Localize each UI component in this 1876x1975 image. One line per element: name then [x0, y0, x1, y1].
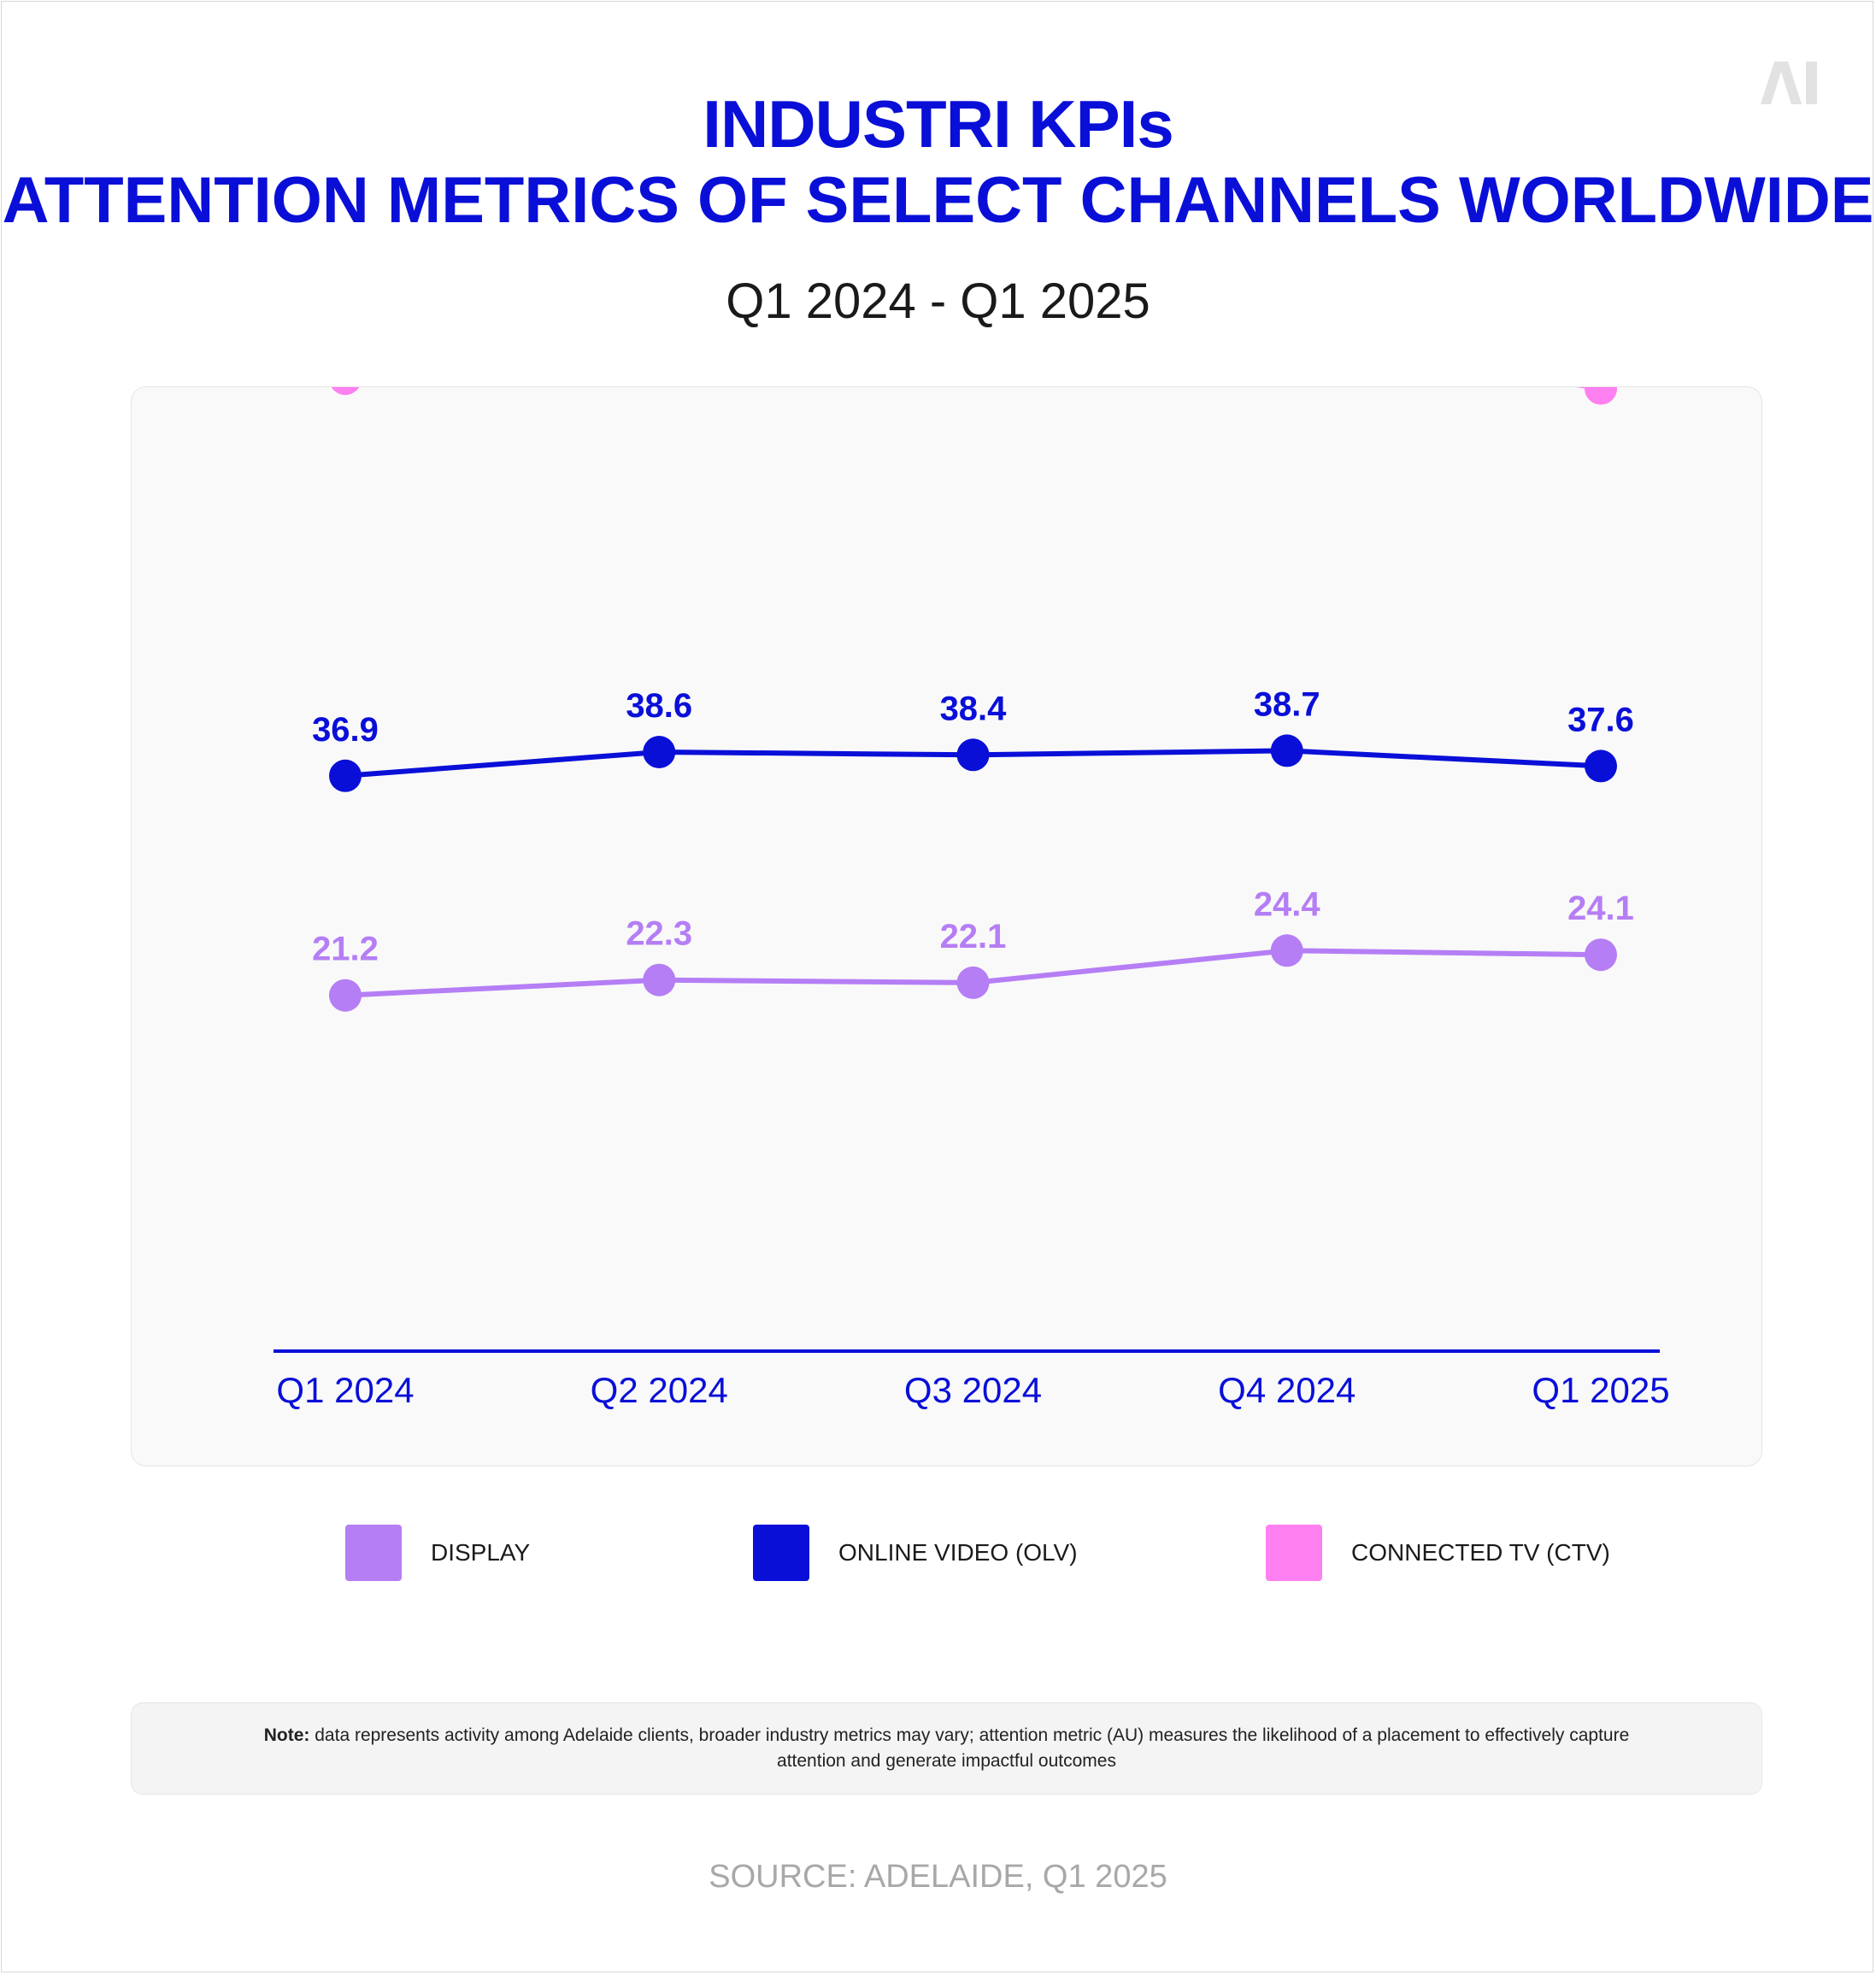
data-point	[956, 966, 990, 999]
legend-swatch-olv	[753, 1525, 809, 1581]
note-text-wrapper: Note: data represents activity among Ade…	[251, 1723, 1642, 1774]
data-point	[1585, 938, 1617, 972]
legend-label-olv: ONLINE VIDEO (OLV)	[838, 1539, 1078, 1566]
data-point	[1270, 934, 1303, 967]
x-tick-label: Q1 2024	[276, 1370, 414, 1410]
data-point	[1585, 749, 1617, 783]
data-label: 24.4	[1254, 885, 1321, 923]
legend-label-display: DISPLAY	[431, 1539, 531, 1566]
data-point	[1270, 734, 1303, 767]
legend-item-olv: ONLINE VIDEO (OLV)	[753, 1525, 1078, 1581]
data-label: 22.1	[940, 918, 1007, 955]
x-tick-label: Q2 2024	[591, 1370, 728, 1410]
legend-swatch-display	[345, 1525, 402, 1581]
data-point	[643, 963, 676, 996]
data-point	[956, 738, 990, 772]
page-title: INDUSTRI KPIs	[703, 86, 1173, 162]
data-label: 22.3	[626, 915, 692, 953]
data-point	[329, 759, 362, 792]
data-point	[329, 979, 362, 1012]
series-line	[1576, 387, 1603, 391]
data-point	[1585, 387, 1617, 405]
page-subtitle: ATTENTION METRICS OF SELECT CHANNELS WOR…	[2, 164, 1874, 237]
x-tick-label: Q3 2024	[904, 1370, 1042, 1410]
note-prefix: Note:	[263, 1725, 310, 1745]
data-label: 37.6	[1567, 701, 1634, 738]
legend-label-ctv: CONNECTED TV (CTV)	[1351, 1539, 1610, 1566]
legend-item-ctv: CONNECTED TV (CTV)	[1266, 1525, 1610, 1581]
data-label: 24.1	[1567, 890, 1634, 927]
data-point	[331, 387, 360, 396]
period-label: Q1 2024 - Q1 2025	[726, 273, 1150, 329]
source-label: SOURCE: ADELAIDE, Q1 2025	[709, 1859, 1167, 1895]
note-box: Note: data represents activity among Ade…	[131, 1702, 1762, 1795]
data-label: 21.2	[312, 931, 379, 968]
x-tick-label: Q1 2025	[1532, 1370, 1669, 1410]
data-label: 38.6	[626, 687, 692, 725]
data-label: 38.4	[940, 690, 1008, 727]
data-point	[643, 736, 676, 768]
legend-item-display: DISPLAY	[345, 1525, 530, 1581]
data-label: 36.9	[312, 711, 379, 749]
x-tick-label: Q4 2024	[1218, 1370, 1356, 1410]
legend-swatch-ctv	[1266, 1525, 1322, 1581]
brand-logo-icon	[1761, 62, 1817, 104]
data-label: 38.7	[1254, 685, 1320, 723]
note-text: data represents activity among Adelaide …	[315, 1725, 1630, 1771]
